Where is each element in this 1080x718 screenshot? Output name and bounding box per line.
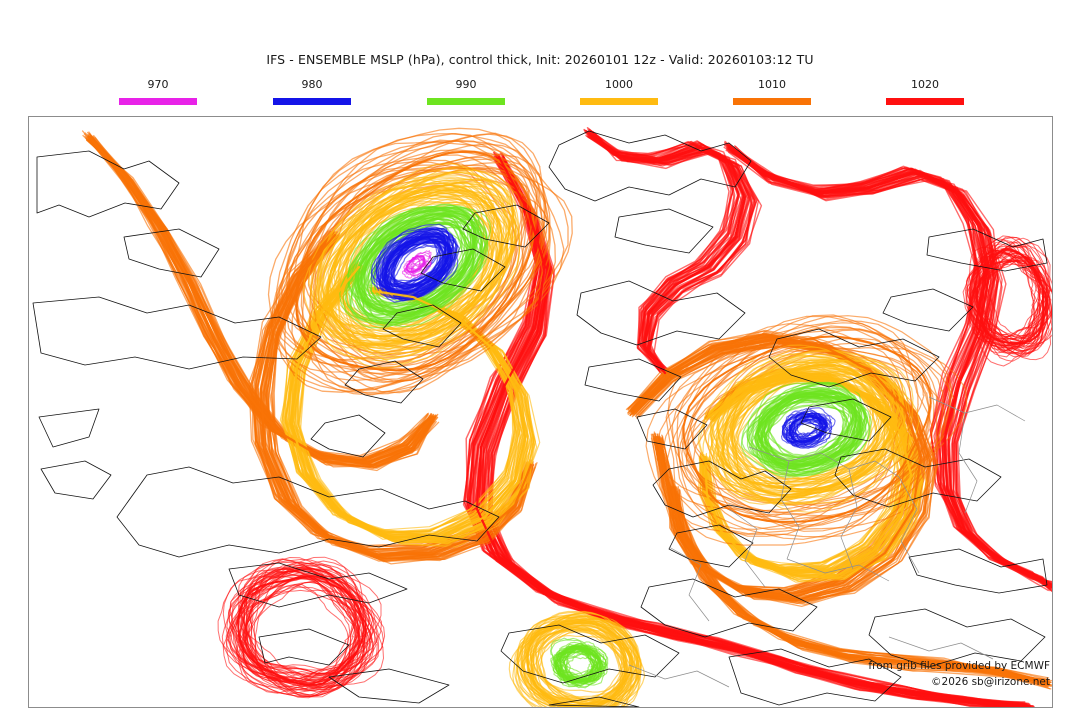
legend-item-970: 970: [119, 78, 197, 110]
border-layer: [628, 396, 1026, 688]
ensemble-contour-layer: [81, 127, 1052, 707]
legend-item-990: 990: [427, 78, 505, 110]
legend-label: 980: [301, 78, 323, 91]
legend-swatch-980: [273, 98, 351, 105]
legend-item-1020: 1020: [886, 78, 964, 110]
map-panel: [28, 116, 1053, 708]
legend-swatch-1020: [886, 98, 964, 105]
legend-swatch-970: [119, 98, 197, 105]
legend-swatch-1000: [580, 98, 658, 105]
legend-swatch-1010: [733, 98, 811, 105]
spaghetti-contour-plot: [32, 127, 1052, 707]
legend-swatch-990: [427, 98, 505, 105]
legend-item-1010: 1010: [733, 78, 811, 110]
page-title: IFS - ENSEMBLE MSLP (hPa), control thick…: [266, 52, 814, 67]
legend-label: 970: [147, 78, 169, 91]
legend-label: 1010: [758, 78, 786, 91]
legend-label: 990: [455, 78, 477, 91]
legend: 970 980 990 1000 1010 1020: [0, 78, 1080, 110]
legend-label: 1020: [911, 78, 939, 91]
coastline-layer: [32, 130, 1048, 707]
legend-item-1000: 1000: [580, 78, 658, 110]
legend-item-980: 980: [273, 78, 351, 110]
legend-label: 1000: [605, 78, 633, 91]
